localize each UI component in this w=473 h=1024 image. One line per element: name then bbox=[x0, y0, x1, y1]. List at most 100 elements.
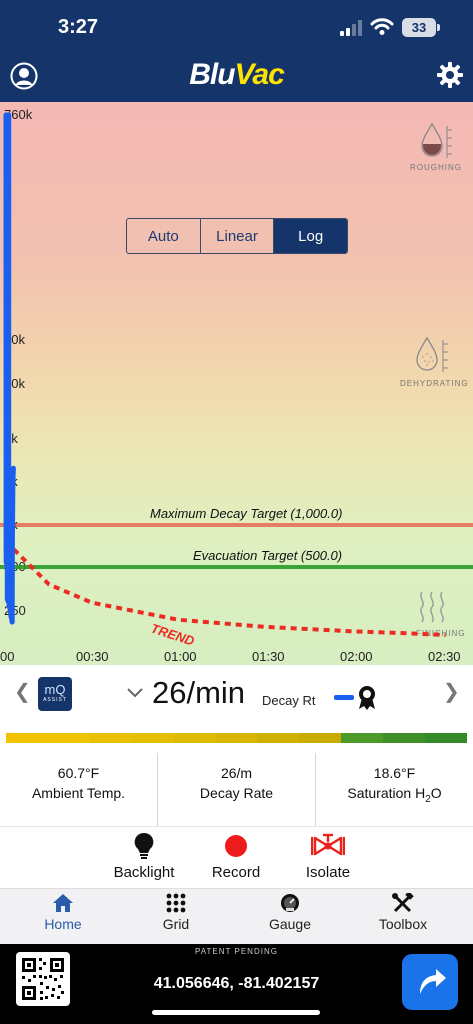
action-row: Backlight Record Isolate bbox=[0, 828, 473, 888]
home-icon bbox=[53, 894, 73, 912]
tab-bar: Home Grid Gauge Toolbox bbox=[0, 888, 473, 944]
mq-assist-logo[interactable]: mQ ASSIST bbox=[38, 677, 72, 711]
x-tick-label: 01:30 bbox=[252, 649, 285, 664]
x-tick-label: 01:00 bbox=[164, 649, 197, 664]
target-label: Evacuation Target (500.0) bbox=[193, 548, 342, 563]
toolbox-icon bbox=[392, 893, 414, 913]
bulb-icon bbox=[134, 832, 154, 859]
record-label: Record bbox=[211, 864, 261, 881]
tab-gauge[interactable]: Gauge bbox=[245, 893, 335, 932]
award-ribbon-icon[interactable] bbox=[356, 685, 378, 711]
progress-segment bbox=[425, 733, 467, 743]
status-time: 3:27 bbox=[58, 16, 99, 38]
stat-value: 18.6°F bbox=[373, 765, 416, 781]
stat-decay-rate: 26/m Decay Rate bbox=[158, 753, 316, 826]
tab-home[interactable]: Home bbox=[18, 893, 108, 932]
progress-segment bbox=[341, 733, 384, 743]
grid-icon bbox=[166, 893, 186, 913]
roughing-icon bbox=[421, 122, 452, 158]
finishing-icon bbox=[420, 591, 444, 623]
stats-row: 60.7°F Ambient Temp. 26/m Decay Rate 18.… bbox=[0, 753, 473, 827]
progress-segment bbox=[131, 733, 174, 743]
progress-segment bbox=[47, 733, 90, 743]
isolate-button[interactable]: Isolate bbox=[283, 832, 373, 881]
status-bar: 3:27 33 bbox=[0, 0, 473, 56]
trend-label: TREND bbox=[149, 621, 197, 649]
record-icon bbox=[225, 835, 247, 857]
next-arrow-icon[interactable]: ❯ bbox=[443, 681, 460, 703]
vacuum-progress-bar bbox=[6, 733, 467, 743]
vacuum-chart[interactable]: 760k20k10k4k2k1k500250 0000:3001:0001:30… bbox=[0, 102, 473, 665]
backlight-button[interactable]: Backlight bbox=[99, 832, 189, 881]
footer-bar: PATENT PENDING 41.056646, -81.402157 bbox=[0, 944, 473, 1024]
gear-icon[interactable] bbox=[436, 61, 464, 89]
gps-coordinates: 41.056646, -81.402157 bbox=[153, 975, 320, 992]
stat-ambient-temp: 60.7°F Ambient Temp. bbox=[0, 753, 158, 826]
mq-logo-subtext: ASSIST bbox=[43, 697, 67, 703]
battery-indicator: 33 bbox=[402, 18, 440, 37]
stat-label-tail: O bbox=[430, 785, 442, 801]
stat-label: Saturation H2O bbox=[316, 783, 473, 810]
vacuum-series-line bbox=[3, 112, 16, 625]
share-arrow-icon bbox=[420, 969, 446, 994]
progress-segment bbox=[173, 733, 216, 743]
brand-part2: Vac bbox=[234, 58, 285, 91]
zone-label-dehydrating: DEHYDRATING bbox=[400, 379, 469, 388]
stat-value: 60.7°F bbox=[57, 765, 100, 781]
progress-segment bbox=[89, 733, 132, 743]
app-header: BluVac bbox=[0, 56, 473, 102]
dehydrating-icon bbox=[416, 336, 448, 372]
brand-part1: Blu bbox=[189, 58, 235, 91]
patent-text: PATENT PENDING bbox=[195, 947, 278, 956]
series-legend-line bbox=[334, 695, 354, 700]
valve-icon bbox=[311, 833, 345, 856]
tab-toolbox[interactable]: Toolbox bbox=[358, 893, 448, 932]
tab-toolbox-label: Toolbox bbox=[378, 916, 428, 932]
scale-option-linear[interactable]: Linear bbox=[201, 219, 275, 253]
progress-segment bbox=[215, 733, 258, 743]
home-indicator bbox=[152, 1010, 320, 1015]
qr-code-button[interactable] bbox=[16, 952, 70, 1006]
scale-option-auto[interactable]: Auto bbox=[127, 219, 201, 253]
qr-code-icon bbox=[22, 958, 64, 1000]
tab-gauge-label: Gauge bbox=[268, 916, 312, 932]
progress-segment bbox=[6, 733, 48, 743]
profile-icon[interactable] bbox=[10, 62, 38, 90]
x-tick-label: 00 bbox=[0, 649, 14, 664]
stat-label-subscript: 2 bbox=[425, 793, 431, 805]
chevron-down-icon[interactable] bbox=[126, 687, 144, 699]
progress-segment bbox=[383, 733, 426, 743]
tab-home-label: Home bbox=[44, 916, 82, 932]
progress-segment bbox=[257, 733, 300, 743]
mq-logo-text: mQ bbox=[44, 682, 66, 697]
zone-label-finishing: FINISHING bbox=[416, 629, 465, 638]
wifi-icon bbox=[370, 18, 394, 35]
tab-grid[interactable]: Grid bbox=[131, 893, 221, 932]
stat-label: Decay Rate bbox=[199, 785, 274, 801]
decay-rate-unit: Decay Rt bbox=[262, 693, 316, 708]
trend-line bbox=[4, 540, 446, 638]
record-button[interactable]: Record bbox=[191, 832, 281, 881]
x-tick-label: 00:30 bbox=[76, 649, 109, 664]
scale-toggle[interactable]: Auto Linear Log bbox=[126, 218, 348, 254]
decay-rate-value: 26/min bbox=[152, 675, 246, 710]
x-tick-label: 02:30 bbox=[428, 649, 461, 664]
stat-label-main: Saturation H bbox=[347, 785, 426, 801]
stat-label: Ambient Temp. bbox=[31, 785, 126, 801]
zone-label-roughing: ROUGHING bbox=[410, 163, 462, 172]
x-tick-label: 02:00 bbox=[340, 649, 373, 664]
tab-grid-label: Grid bbox=[162, 916, 190, 932]
backlight-label: Backlight bbox=[113, 864, 175, 881]
isolate-label: Isolate bbox=[305, 864, 351, 881]
stat-saturation: 18.6°F Saturation H2O bbox=[316, 753, 473, 826]
scale-option-log[interactable]: Log bbox=[274, 219, 347, 253]
progress-segment bbox=[299, 733, 342, 743]
readout-row: ❮ mQ ASSIST 26/min Decay Rt ❯ bbox=[0, 665, 473, 719]
prev-arrow-icon[interactable]: ❮ bbox=[14, 681, 31, 703]
signal-icon bbox=[340, 20, 362, 36]
gauge-icon bbox=[281, 894, 299, 912]
app-logo: BluVac bbox=[0, 58, 473, 92]
target-label: Maximum Decay Target (1,000.0) bbox=[150, 506, 342, 521]
share-button[interactable] bbox=[402, 954, 458, 1010]
stat-value: 26/m bbox=[220, 765, 253, 781]
